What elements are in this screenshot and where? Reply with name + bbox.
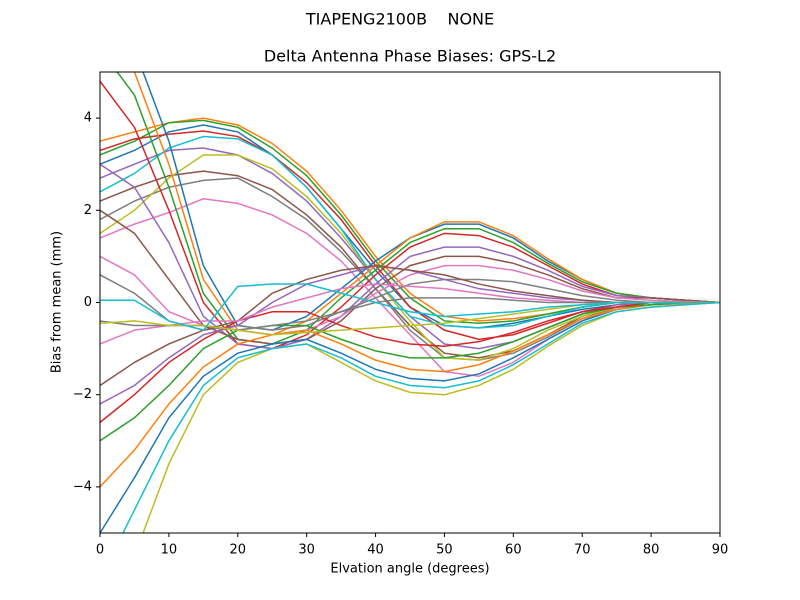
series-line: [122, 301, 720, 533]
y-tick-label: 2: [84, 203, 92, 218]
y-tick-label: −4: [73, 479, 92, 494]
series-line: [100, 147, 720, 350]
x-tick-label: 60: [505, 543, 522, 558]
x-tick-label: 0: [96, 543, 104, 558]
series-line: [100, 301, 720, 423]
x-tick-label: 40: [367, 543, 384, 558]
series-line: [100, 198, 720, 378]
x-tick-label: 10: [161, 543, 178, 558]
x-tick-label: 90: [712, 543, 729, 558]
series-line: [116, 72, 720, 345]
x-tick-label: 20: [230, 543, 247, 558]
x-tick-label: 80: [643, 543, 660, 558]
x-tick-label: 70: [574, 543, 591, 558]
series-line: [100, 163, 720, 350]
x-tick-label: 30: [298, 543, 315, 558]
series-line: [100, 301, 720, 533]
plot-area: [100, 72, 720, 533]
chart-title: Delta Antenna Phase Biases: GPS-L2: [264, 47, 556, 66]
x-axis-label: Elvation angle (degrees): [330, 562, 489, 577]
y-tick-label: 4: [84, 111, 92, 126]
suptitle: TIAPENG2100B NONE: [305, 10, 494, 29]
y-tick-label: −2: [73, 387, 92, 402]
y-axis-label: Bias from mean (mm): [50, 231, 65, 373]
y-tick-label: 0: [84, 295, 92, 310]
series-line: [100, 301, 720, 442]
x-tick-label: 50: [436, 543, 453, 558]
series-line: [100, 301, 720, 488]
series-line: [100, 177, 720, 361]
series-line: [100, 283, 720, 332]
